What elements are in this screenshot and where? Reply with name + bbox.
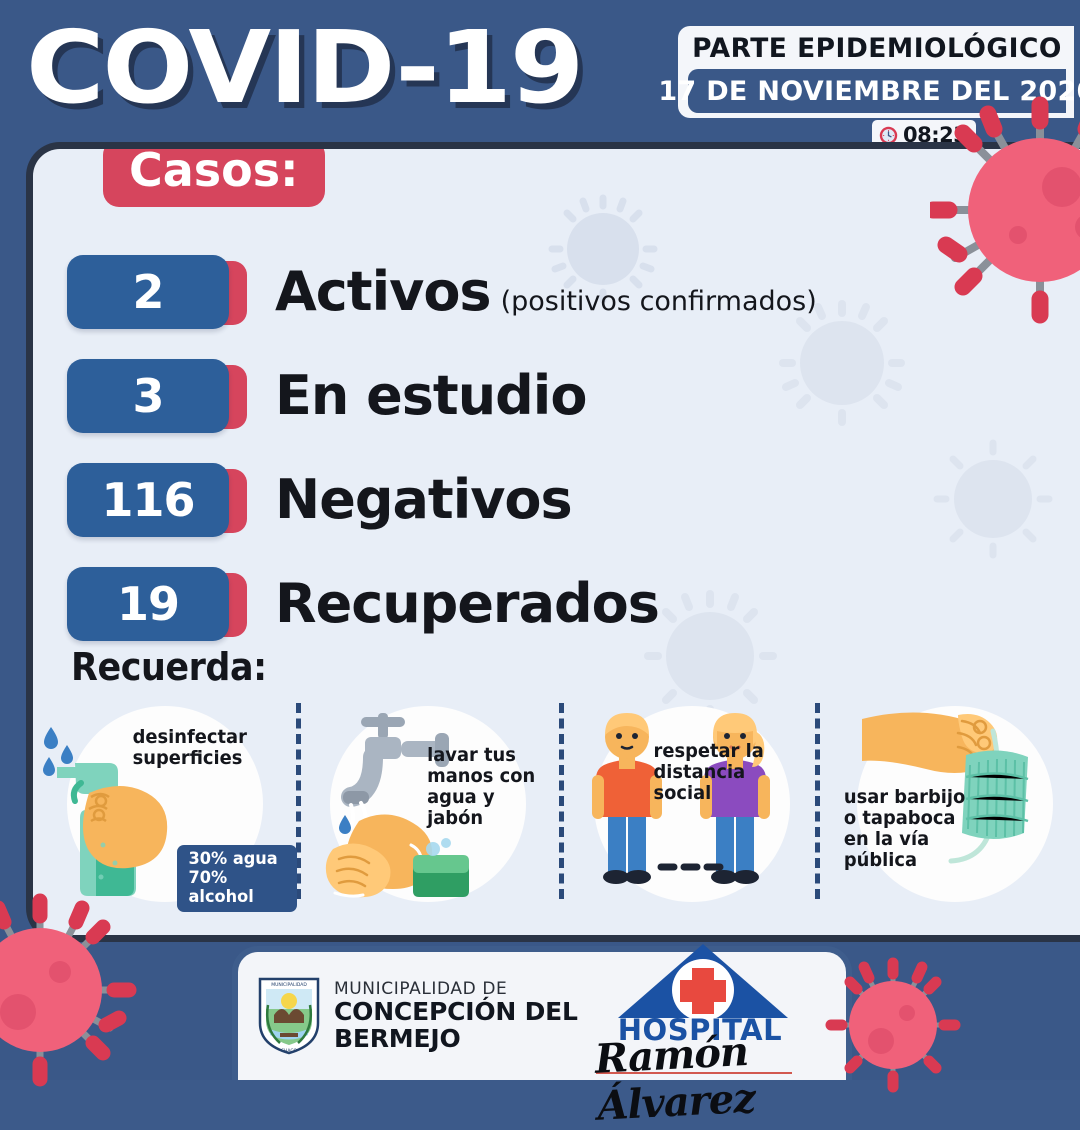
virus-decoration-icon — [823, 955, 963, 1095]
stat-label: Activos — [275, 260, 491, 323]
svg-text:MUNICIPALIDAD: MUNICIPALIDAD — [271, 982, 307, 988]
stat-row: 19 Recuperados — [67, 551, 967, 655]
footer-logos: MUNICIPALIDAD CHACO MUNICIPALIDAD DE CON… — [232, 946, 852, 1080]
svg-text:CHACO: CHACO — [281, 1048, 298, 1054]
alcohol-chip-line1: 30% agua — [189, 850, 285, 869]
stat-label-group: Activos (positivos confirmados) — [275, 260, 817, 323]
header: COVID-19 PARTE EPIDEMIOLÓGICO 17 DE NOVI… — [0, 0, 1080, 140]
tip-divider — [815, 703, 820, 899]
stat-label-group: Negativos — [275, 468, 582, 531]
stat-label-group: Recuperados — [275, 572, 669, 635]
virus-decoration-icon — [930, 95, 1080, 325]
cases-card: Casos: 2 Activos (positivos confirmados)… — [26, 142, 1080, 942]
tip-text: desinfectar superficies — [133, 727, 247, 769]
tip-text: usar barbijo o tapaboca en la vía públic… — [843, 787, 964, 871]
stat-row: 3 En estudio — [67, 343, 967, 447]
municipality-name-line1: CONCEPCIÓN DEL — [334, 998, 578, 1025]
stat-value-pill: 3 — [67, 359, 247, 431]
virus-decoration-icon — [0, 890, 140, 1090]
stat-row: 116 Negativos — [67, 447, 967, 551]
stat-value: 3 — [132, 373, 163, 419]
stat-label-group: En estudio — [275, 364, 596, 427]
municipality-prefix: MUNICIPALIDAD DE — [334, 981, 578, 998]
stat-pill-body: 2 — [67, 255, 229, 329]
municipal-crest-icon: MUNICIPALIDAD CHACO — [256, 975, 322, 1057]
prevention-tips: desinfectar superficies 30% agua 70% alc… — [33, 699, 1080, 909]
tip-disinfect-surfaces: desinfectar superficies 30% agua 70% alc… — [33, 699, 297, 909]
stat-value: 2 — [132, 269, 163, 315]
stat-value: 19 — [117, 581, 179, 627]
report-label: PARTE EPIDEMIOLÓGICO — [692, 32, 1062, 66]
stat-label: En estudio — [275, 364, 586, 427]
tip-text: respetar la distancia social — [654, 741, 764, 804]
stat-note: (positivos confirmados) — [501, 286, 817, 317]
stat-pill-body: 116 — [67, 463, 229, 537]
alcohol-chip-line2: 70% alcohol — [189, 869, 285, 907]
tip-text: lavar tus manos con agua y jabón — [427, 745, 556, 829]
page-title: COVID-19 — [26, 18, 582, 118]
stat-pill-body: 19 — [67, 567, 229, 641]
tip-wash-hands: lavar tus manos con agua y jabón — [297, 699, 561, 909]
stat-value-pill: 2 — [67, 255, 247, 327]
municipality-logo-block: MUNICIPALIDAD CHACO MUNICIPALIDAD DE CON… — [256, 975, 578, 1057]
municipality-name-line2: BERMEJO — [334, 1025, 578, 1052]
municipality-text: MUNICIPALIDAD DE CONCEPCIÓN DEL BERMEJO — [334, 981, 578, 1052]
tip-face-mask: usar barbijo o tapaboca en la vía públic… — [824, 699, 1080, 909]
hospital-logo-block: HOSPITAL Ramón Álvarez — [590, 956, 820, 1076]
stats-list: 2 Activos (positivos confirmados) 3 En e… — [67, 239, 967, 655]
social-distance-icon — [566, 709, 796, 899]
tip-social-distance: respetar la distancia social — [560, 699, 824, 909]
person-man — [592, 713, 662, 884]
alcohol-ratio-chip: 30% agua 70% alcohol — [177, 845, 297, 912]
stat-row: 2 Activos (positivos confirmados) — [67, 239, 967, 343]
hospital-name: Ramón Álvarez — [593, 1024, 822, 1130]
cases-section-badge: Casos: — [103, 142, 325, 207]
stat-value-pill: 19 — [67, 567, 247, 639]
cases-section-label: Casos: — [129, 145, 299, 195]
stat-label: Negativos — [275, 468, 572, 531]
stat-label: Recuperados — [275, 572, 659, 635]
stat-pill-body: 3 — [67, 359, 229, 433]
recuerda-heading: Recuerda: — [71, 645, 267, 689]
stat-value: 116 — [101, 477, 194, 523]
stat-value-pill: 116 — [67, 463, 247, 535]
